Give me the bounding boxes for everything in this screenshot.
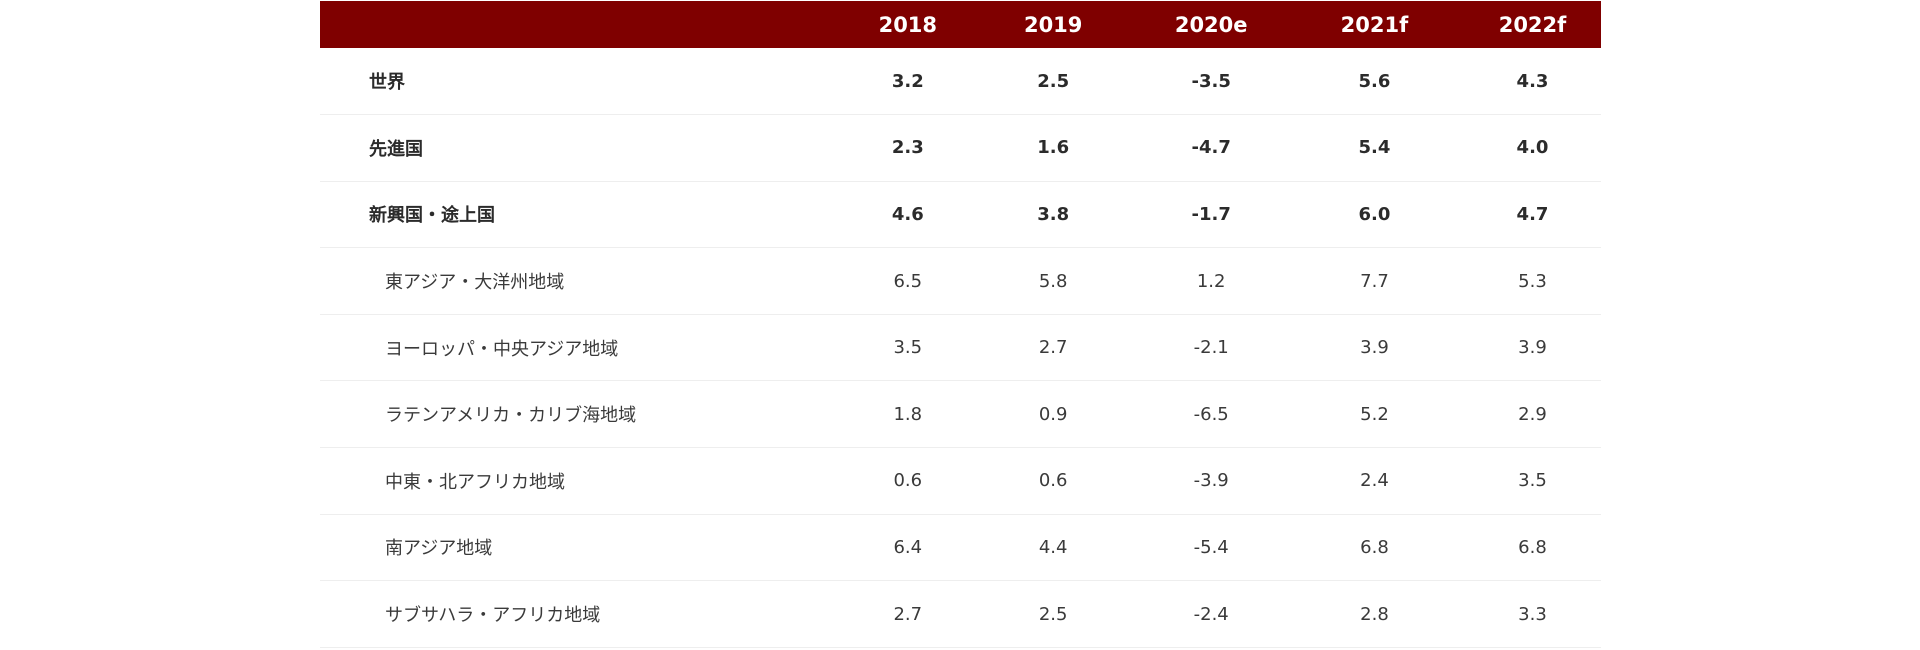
value-cell: 6.8 [1518,536,1547,558]
value-cell: -4.7 [1191,137,1231,159]
header-row: 2018 2019 2020e 2021f 2022f [320,1,1601,48]
region-cell: サブサハラ・アフリカ地域 [385,605,601,627]
value-cell: 4.0 [1516,137,1549,159]
value-cell: 4.7 [1516,203,1549,225]
value-cell: 7.7 [1360,270,1389,292]
value-cell: 3.9 [1360,337,1389,359]
value-cell: 3.9 [1518,337,1547,359]
value-cell: 6.4 [893,536,923,558]
value-cell: 2.8 [1360,603,1389,625]
value-cell: -1.7 [1191,203,1231,225]
value-cell: 0.9 [1038,403,1068,425]
value-cell: 5.8 [1038,270,1068,292]
value-cell: 0.6 [1038,470,1068,492]
value-cell: 2.4 [1360,470,1389,492]
table-row: 中東・北アフリカ地域 0.6 0.6 -3.9 2.4 3.5 [320,448,1601,515]
value-cell: 1.6 [1037,137,1070,159]
value-cell: 5.2 [1360,403,1389,425]
value-cell: 0.6 [893,470,923,492]
value-cell: 2.7 [893,603,923,625]
value-cell: 4.3 [1516,70,1549,92]
table-row: ヨーロッパ・中央アジア地域 3.5 2.7 -2.1 3.9 3.9 [320,314,1601,381]
value-cell: 3.5 [1518,470,1547,492]
value-cell: -5.4 [1193,536,1229,558]
table-row: 新興国・途上国 4.6 3.8 -1.7 6.0 4.7 [320,181,1601,248]
table-row: 先進国 2.3 1.6 -4.7 5.4 4.0 [320,115,1601,182]
value-cell: -2.4 [1193,603,1229,625]
table-row: 東アジア・大洋州地域 6.5 5.8 1.2 7.7 5.3 [320,248,1601,315]
table-body: 世界 3.2 2.5 -3.5 5.6 4.3 先進国 2.3 1.6 -4.7 5.4 4.0 新興国… [320,48,1601,648]
region-cell: 新興国・途上国 [369,205,495,227]
growth-table-container: 2018 2019 2020e 2021f 2022f 世界 3.2 2.5 -3.5… [320,1,1601,648]
header-region [320,1,847,48]
value-cell: 2.5 [1038,603,1068,625]
value-cell: 6.0 [1358,203,1391,225]
table-row: サブサハラ・アフリカ地域 2.7 2.5 -2.4 2.8 3.3 [320,581,1601,648]
value-cell: -2.1 [1193,337,1229,359]
header-2020e: 2020e [1174,12,1248,37]
region-cell: 先進国 [369,138,423,160]
growth-table: 2018 2019 2020e 2021f 2022f 世界 3.2 2.5 -3.5… [320,1,1601,648]
value-cell: 2.5 [1037,70,1070,92]
value-cell: 5.3 [1518,270,1547,292]
value-cell: 2.9 [1518,403,1547,425]
table-header: 2018 2019 2020e 2021f 2022f [320,1,1601,48]
region-cell: 中東・北アフリカ地域 [385,471,565,493]
table-row: 南アジア地域 6.4 4.4 -5.4 6.8 6.8 [320,514,1601,581]
value-cell: 3.5 [893,337,923,359]
region-cell: 東アジア・大洋州地域 [385,272,565,294]
value-cell: -3.5 [1191,70,1231,92]
value-cell: 5.4 [1358,137,1391,159]
header-2021f: 2021f [1340,12,1409,37]
value-cell: -3.9 [1193,470,1229,492]
value-cell: 4.4 [1038,536,1068,558]
value-cell: 1.8 [893,403,923,425]
header-2019: 2019 [1023,12,1083,37]
value-cell: 3.8 [1037,203,1070,225]
value-cell: 4.6 [891,203,924,225]
value-cell: 6.5 [893,270,923,292]
header-2022f: 2022f [1498,12,1567,37]
value-cell: 6.8 [1360,536,1389,558]
region-cell: ヨーロッパ・中央アジア地域 [385,338,619,360]
value-cell: 2.3 [891,137,924,159]
value-cell: 1.2 [1196,270,1226,292]
region-cell: 世界 [369,72,405,94]
table-row: 世界 3.2 2.5 -3.5 5.6 4.3 [320,48,1601,115]
value-cell: 3.2 [891,70,924,92]
region-cell: 南アジア地域 [385,538,493,560]
header-2018: 2018 [878,12,938,37]
table-row: ラテンアメリカ・カリブ海地域 1.8 0.9 -6.5 5.2 2.9 [320,381,1601,448]
value-cell: 2.7 [1038,337,1068,359]
value-cell: 5.6 [1358,70,1391,92]
region-cell: ラテンアメリカ・カリブ海地域 [385,405,637,427]
value-cell: -6.5 [1193,403,1229,425]
value-cell: 3.3 [1518,603,1547,625]
